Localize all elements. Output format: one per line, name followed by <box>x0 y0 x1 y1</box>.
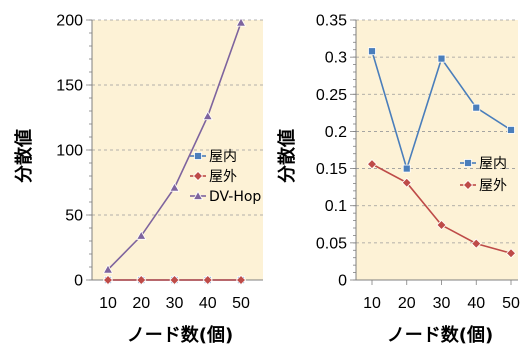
y-tick-label: 200 <box>56 13 83 30</box>
legend-entry: 屋外 <box>460 178 507 194</box>
data-point <box>169 182 180 192</box>
x-tick-label: 40 <box>467 295 485 312</box>
x-tick-label: 30 <box>166 295 184 312</box>
x-axis-title: ノード数(個) <box>127 324 233 346</box>
y-tick-label: 0.2 <box>325 124 347 141</box>
y-tick-label: 0.15 <box>316 161 347 178</box>
x-tick-label: 20 <box>398 295 416 312</box>
x-tick-label: 10 <box>99 295 117 312</box>
data-point <box>402 164 411 173</box>
x-tick-label: 30 <box>433 295 451 312</box>
series-屋外 <box>366 159 517 259</box>
data-point <box>437 54 446 63</box>
legend-entry: DV-Hop <box>190 189 261 205</box>
y-axis-title: 分散値 <box>276 129 298 183</box>
legend-marker <box>464 159 472 167</box>
x-tick-label: 50 <box>502 295 520 312</box>
data-point <box>235 17 247 27</box>
y-tick-label: 0.3 <box>325 50 347 67</box>
y-tick-label: 0.05 <box>316 235 347 252</box>
data-point <box>169 274 180 286</box>
legend-label: DV-Hop <box>209 189 261 205</box>
legend-marker <box>192 170 204 182</box>
x-axis-title: ノード数(個) <box>387 324 493 346</box>
y-tick-label: 0 <box>74 273 83 290</box>
data-point <box>102 264 114 274</box>
data-point <box>507 126 515 134</box>
y-tick-label: 0 <box>338 273 347 290</box>
y-tick-label: 150 <box>56 78 83 95</box>
data-point <box>235 274 247 286</box>
y-tick-label: 0.1 <box>325 198 347 215</box>
legend-marker <box>192 190 204 200</box>
plot-area <box>356 20 518 280</box>
series-屋外 <box>102 274 247 286</box>
series-DV-Hop <box>102 17 247 274</box>
x-tick-label: 20 <box>132 295 150 312</box>
x-tick-label: 50 <box>232 295 250 312</box>
chart-2: 0 0.05 0.1 0.15 0.2 0.25 0.3 0.35 10 20 30 40 50 分散値ノ… <box>276 13 520 347</box>
data-point <box>366 159 378 170</box>
y-tick-label: 50 <box>65 208 83 225</box>
data-point <box>136 274 147 286</box>
legend-entry: 屋外 <box>190 169 237 185</box>
data-point <box>401 177 412 188</box>
x-tick-label: 10 <box>363 295 381 312</box>
data-point <box>202 274 213 286</box>
legend-marker <box>462 179 474 191</box>
y-tick-label: 0.35 <box>316 13 347 30</box>
data-point <box>202 110 213 121</box>
legend-label: 屋外 <box>479 178 507 194</box>
data-point <box>436 219 447 231</box>
x-tick-label: 40 <box>199 295 217 312</box>
legend-label: 屋外 <box>209 169 237 185</box>
legend-entry: 屋内 <box>190 149 237 165</box>
legend-entry: 屋内 <box>460 156 507 172</box>
series-屋内 <box>368 47 515 173</box>
y-axis-title: 分散値 <box>13 129 35 183</box>
legend-marker <box>194 152 202 160</box>
data-point <box>368 47 376 56</box>
data-point <box>472 103 481 112</box>
legend-label: 屋内 <box>209 149 237 165</box>
data-point <box>471 238 482 249</box>
data-point <box>102 274 114 286</box>
data-point <box>136 230 147 240</box>
y-tick-label: 100 <box>56 143 83 160</box>
legend-label: 屋内 <box>479 156 507 172</box>
data-point <box>505 248 517 259</box>
y-tick-label: 0.25 <box>316 87 347 104</box>
